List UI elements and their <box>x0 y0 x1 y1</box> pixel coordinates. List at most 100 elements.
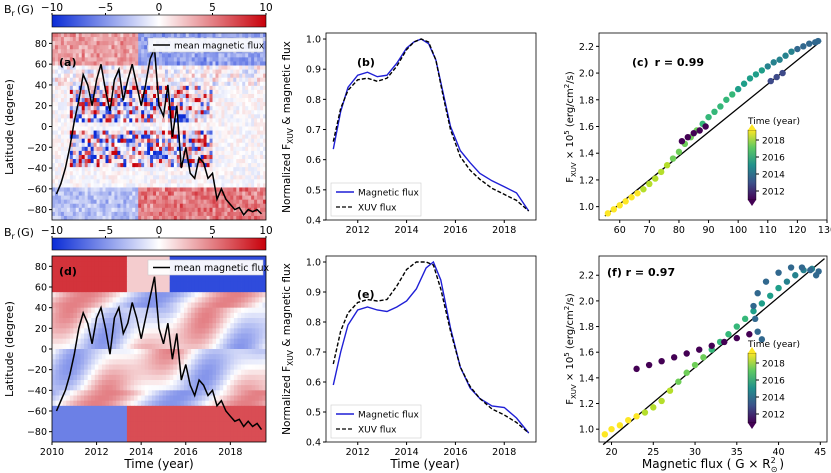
heatmap-cell <box>227 159 231 164</box>
heatmap-cell <box>187 349 192 355</box>
colorbar-tick-label: 5 <box>209 225 216 237</box>
heatmap-cell <box>164 134 169 140</box>
heatmap-cell <box>251 73 255 79</box>
heatmap-cell <box>109 256 114 262</box>
heatmap-cell <box>183 380 188 386</box>
heatmap-cell <box>248 122 252 127</box>
heatmap-cell <box>258 312 263 319</box>
heatmap-cell <box>114 191 118 197</box>
heatmap-cell <box>188 207 193 213</box>
heatmap-cell <box>197 77 202 83</box>
heatmap-cell <box>130 266 135 272</box>
heatmap-cell <box>182 69 187 75</box>
heatmap-cell <box>52 85 56 91</box>
heatmap-cell <box>114 163 118 168</box>
heatmap-cell <box>99 37 103 42</box>
heatmap-cell <box>134 302 138 309</box>
heatmap-cell <box>263 57 266 62</box>
heatmap-cell <box>164 77 169 83</box>
heatmap-cell <box>78 179 83 184</box>
heatmap-cell <box>198 328 203 334</box>
heatmap-cell <box>87 395 92 402</box>
heatmap-cell <box>93 130 97 136</box>
heatmap-cell <box>215 154 219 160</box>
heatmap-cell <box>251 333 256 340</box>
heatmap-cell <box>212 374 217 381</box>
heatmap-cell <box>194 380 199 386</box>
heatmap-cell <box>111 106 115 111</box>
colorbar-tick-label: 0 <box>156 225 163 237</box>
heatmap-cell <box>141 57 145 62</box>
heatmap-cell <box>105 114 109 119</box>
heatmap-cell <box>236 191 240 197</box>
heatmap-cell <box>251 65 255 70</box>
heatmap-cell <box>69 98 74 103</box>
heatmap-cell <box>151 395 156 402</box>
heatmap-cell <box>93 114 97 119</box>
heatmap-cell <box>197 69 202 75</box>
heatmap-cell <box>200 93 204 99</box>
heatmap-cell <box>69 93 74 99</box>
heatmap-cell <box>117 102 121 107</box>
heatmap-cell <box>254 65 258 70</box>
heatmap-cell <box>94 328 99 334</box>
heatmap-cell <box>138 159 142 164</box>
heatmap-cell <box>126 281 131 288</box>
heatmap-cell <box>159 390 163 396</box>
heatmap-cell <box>93 122 97 127</box>
heatmap-cell <box>84 187 89 192</box>
heatmap-cell <box>99 130 103 136</box>
heatmap-cell <box>226 323 231 329</box>
heatmap-cell <box>135 215 139 220</box>
heatmap-cell <box>126 49 130 54</box>
colorbar-bar <box>51 14 267 28</box>
heatmap-cell <box>263 106 266 111</box>
heatmap-cell <box>191 207 196 213</box>
heatmap-cell <box>170 65 175 70</box>
heatmap-cell <box>90 142 95 148</box>
heatmap-cell <box>130 333 135 340</box>
heatmap-cell <box>123 271 128 278</box>
heatmap-cell <box>159 171 163 176</box>
heatmap-cell <box>59 292 64 298</box>
heatmap-cell <box>102 73 106 79</box>
heatmap-cell <box>120 195 124 201</box>
heatmap-cell <box>197 61 202 66</box>
heatmap-cell <box>57 33 62 38</box>
heatmap-cell <box>215 122 219 127</box>
heatmap-cell <box>223 369 228 376</box>
heatmap-cell <box>251 312 256 319</box>
heatmap-cell <box>209 122 213 127</box>
heatmap-cell <box>109 297 114 303</box>
heatmap-cell <box>63 183 68 188</box>
heatmap-cell <box>105 130 109 136</box>
heatmap-cell <box>257 73 261 79</box>
heatmap-cell <box>242 142 246 148</box>
heatmap-cell <box>120 106 124 111</box>
heatmap-cell <box>99 203 103 209</box>
heatmap-cell <box>60 45 65 50</box>
heatmap-cell <box>117 33 121 38</box>
heatmap-cell <box>201 297 206 303</box>
heatmap-cell <box>251 81 255 87</box>
heatmap-cell <box>91 380 96 386</box>
heatmap-cell <box>63 195 68 201</box>
heatmap-cell <box>63 171 68 176</box>
heatmap-cell <box>159 307 163 314</box>
heatmap-cell <box>132 126 136 131</box>
colorbar-label: Br (G) <box>4 3 34 18</box>
heatmap-cell <box>201 312 206 319</box>
heatmap-cell <box>112 292 117 298</box>
heatmap-cell <box>179 175 184 180</box>
heatmap-cell <box>176 333 181 340</box>
heatmap-cell <box>203 130 207 136</box>
heatmap-cell <box>209 130 213 136</box>
heatmap-cell <box>209 191 213 197</box>
heatmap-cell <box>215 106 219 111</box>
heatmap-cell <box>169 281 174 288</box>
heatmap-cell <box>230 349 235 355</box>
heatmap-cell <box>263 183 266 188</box>
heatmap-cell <box>105 163 109 168</box>
heatmap-cell <box>141 171 145 176</box>
heatmap-cell <box>98 359 103 365</box>
